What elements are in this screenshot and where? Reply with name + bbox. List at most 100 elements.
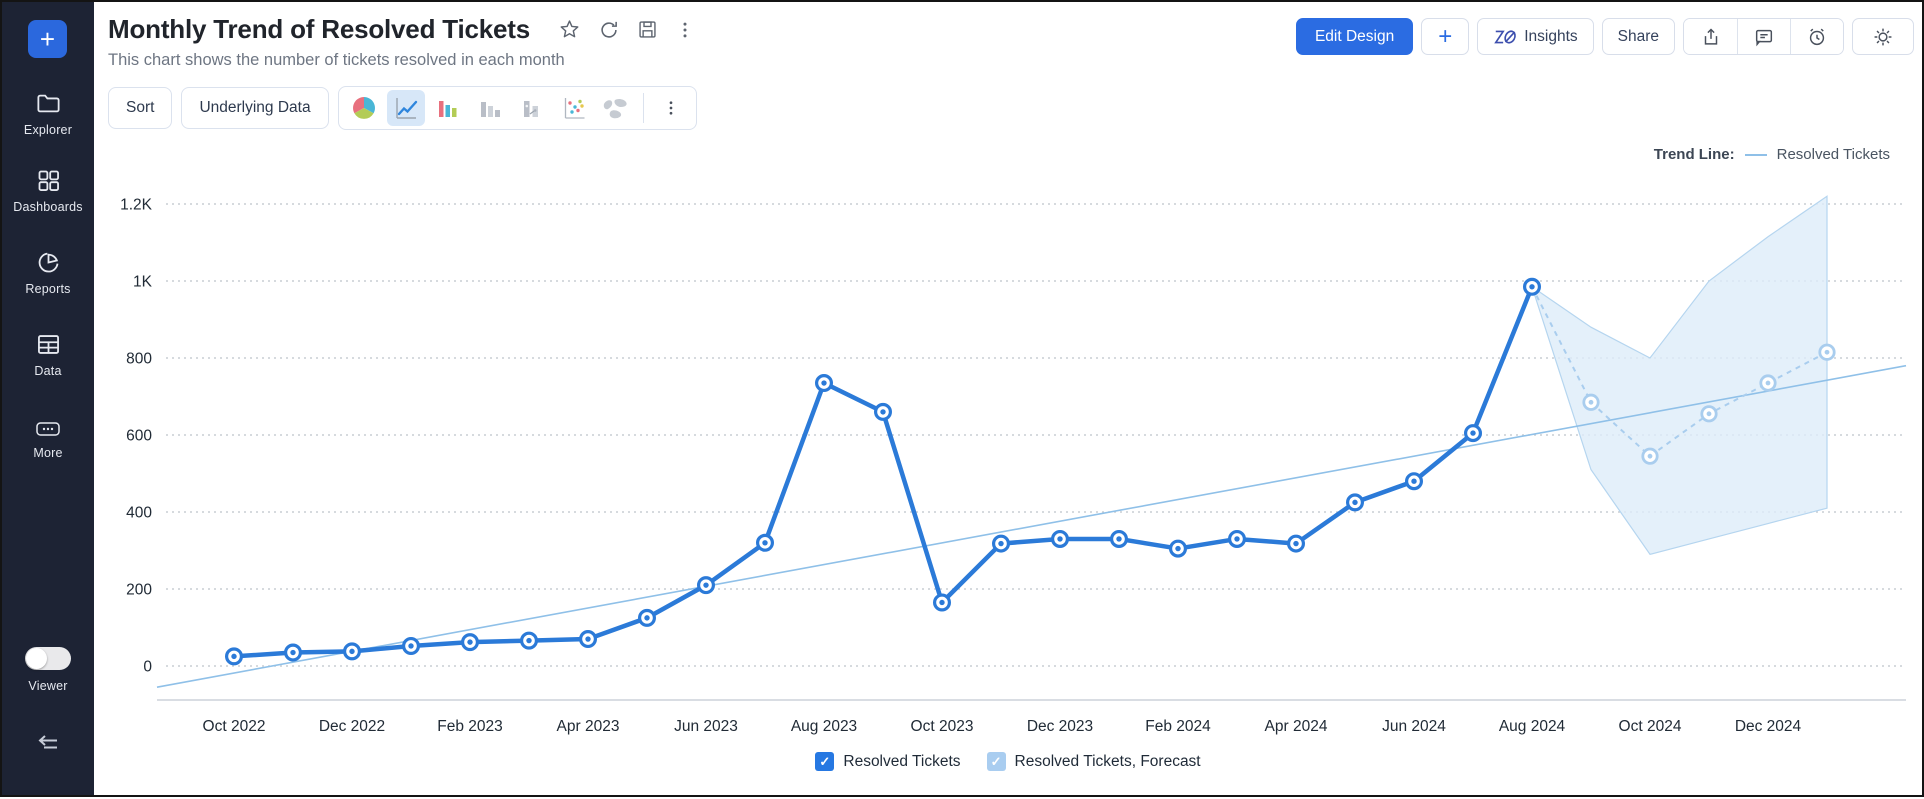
y-axis-tick-label: 400 — [126, 505, 152, 522]
x-axis-tick-label: Aug 2024 — [1499, 718, 1566, 735]
sidebar-item-explorer[interactable]: Explorer — [2, 90, 94, 137]
viewer-toggle[interactable] — [25, 647, 71, 670]
legend-checkbox-resolved-tickets-forecast[interactable]: ✓ — [986, 752, 1006, 771]
pie-icon — [38, 252, 58, 273]
bar-chart-gray-icon[interactable] — [471, 90, 509, 126]
x-axis-tick-label: Jun 2024 — [1382, 718, 1446, 735]
ellipsis-icon — [36, 422, 60, 436]
header-icon-group — [1683, 18, 1844, 55]
trend-line — [156, 364, 1907, 688]
legend-label: Resolved Tickets — [843, 752, 961, 770]
title-block: Monthly Trend of Resolved Tickets — [108, 14, 695, 70]
refresh-icon[interactable] — [598, 19, 620, 41]
sidebar-item-label: Dashboards — [13, 200, 83, 214]
trend-line-swatch — [1744, 153, 1767, 156]
main-series-line — [231, 284, 1535, 659]
legend-item-resolved-tickets-forecast: ✓ Resolved Tickets, Forecast — [986, 752, 1201, 771]
sidebar-item-label: Explorer — [23, 123, 73, 137]
column-chart-icon[interactable] — [429, 90, 467, 126]
edit-design-button[interactable]: Edit Design — [1295, 18, 1414, 55]
legend-label: Resolved Tickets, Forecast — [1014, 752, 1201, 770]
kebab-menu-icon[interactable] — [675, 20, 695, 40]
trend-chart-svg[interactable]: 0 200 400 600 800 1K 1.2K Oct 2022 Dec 2022 Feb 2… — [94, 139, 1924, 799]
header-actions: Edit Design + Insights Share — [1295, 18, 1914, 55]
sidebar-item-data[interactable]: Data — [2, 331, 94, 378]
underlying-data-button[interactable]: Underlying Data — [181, 87, 329, 129]
trend-line-label: Trend Line: — [1653, 146, 1735, 163]
alert-clock-icon — [1809, 28, 1825, 45]
sidebar-item-label: More — [33, 446, 63, 460]
sidebar-item-reports[interactable]: Reports — [2, 249, 94, 296]
chart-region: Trend Line: Resolved Tickets 0 200 400 600 8… — [94, 134, 1922, 795]
chart-legend: ✓ Resolved Tickets ✓ Resolved Tickets, F… — [94, 752, 1922, 771]
x-axis-tick-label: Apr 2024 — [1265, 718, 1328, 735]
save-icon[interactable] — [637, 19, 658, 40]
pie-chart-icon[interactable] — [345, 90, 383, 126]
x-axis-tick-label: Dec 2022 — [319, 718, 385, 735]
zia-icon — [1494, 29, 1517, 44]
more-chart-types-button[interactable] — [652, 90, 690, 126]
toolbar-divider — [642, 93, 644, 123]
y-axis-tick-label: 1.2K — [120, 197, 153, 214]
page-title: Monthly Trend of Resolved Tickets — [108, 14, 531, 44]
trend-line-series: Resolved Tickets — [1776, 146, 1890, 163]
chart-toolbar: Sort Underlying Data — [108, 86, 697, 130]
sort-button[interactable]: Sort — [108, 87, 173, 129]
line-chart-icon[interactable] — [386, 90, 425, 126]
viewer-label: Viewer — [28, 679, 68, 693]
y-axis-tick-label: 600 — [126, 428, 152, 445]
grid-icon — [38, 170, 59, 191]
main-series-markers[interactable] — [225, 277, 1541, 666]
viewer-mode-block: Viewer — [2, 647, 94, 693]
share-button[interactable]: Share — [1601, 18, 1675, 55]
toggle-knob — [26, 648, 47, 669]
sidebar-item-more[interactable]: More — [2, 418, 94, 460]
x-axis-tick-label: Oct 2023 — [911, 718, 974, 735]
insights-label: Insights — [1524, 27, 1578, 45]
x-axis-tick-labels: Oct 2022 Dec 2022 Feb 2023 Apr 2023 Jun 2023… — [203, 718, 1802, 735]
scatter-chart-icon[interactable] — [555, 90, 593, 126]
collapse-icon — [38, 735, 57, 749]
sidebar-item-label: Data — [34, 364, 62, 378]
add-button[interactable]: + — [1421, 18, 1470, 55]
x-axis-tick-label: Jun 2023 — [674, 718, 738, 735]
trend-line-legend: Trend Line: Resolved Tickets — [1654, 146, 1890, 163]
x-axis-tick-label: Oct 2022 — [203, 718, 266, 735]
export-button[interactable] — [1684, 19, 1737, 54]
x-axis-tick-label: Feb 2023 — [437, 718, 503, 735]
x-axis-tick-label: Feb 2024 — [1145, 718, 1211, 735]
y-axis-tick-label: 800 — [126, 351, 152, 368]
favorite-star-icon[interactable] — [558, 18, 581, 41]
chart-gridlines: 0 200 400 600 800 1K 1.2K — [120, 197, 1906, 676]
y-axis-tick-label: 0 — [143, 659, 152, 676]
table-icon — [37, 335, 59, 354]
comment-button[interactable] — [1737, 19, 1790, 54]
x-axis-tick-label: Aug 2023 — [791, 718, 857, 735]
main-content: Monthly Trend of Resolved Tickets — [94, 2, 1922, 795]
export-icon — [1704, 27, 1717, 45]
report-header: Monthly Trend of Resolved Tickets — [94, 2, 1922, 80]
settings-button[interactable] — [1852, 18, 1914, 55]
sidebar: + Explorer Dashboards Reports Data — [2, 2, 94, 795]
y-axis-tick-label: 1K — [133, 274, 153, 291]
map-chart-icon[interactable] — [597, 90, 635, 126]
gear-icon — [1874, 28, 1892, 45]
collapse-sidebar-button[interactable] — [2, 732, 94, 759]
chart-type-panel — [337, 86, 697, 130]
stacked-bar-icon[interactable] — [513, 90, 551, 126]
comment-icon — [1755, 29, 1773, 46]
y-axis-tick-label: 200 — [126, 582, 152, 599]
x-axis-tick-label: Oct 2024 — [1619, 718, 1682, 735]
x-axis-tick-label: Dec 2023 — [1027, 718, 1093, 735]
legend-checkbox-resolved-tickets[interactable]: ✓ — [815, 752, 835, 771]
forecast-confidence-band — [1530, 195, 1828, 556]
alert-button[interactable] — [1790, 19, 1843, 54]
folder-icon — [36, 94, 60, 113]
insights-button[interactable]: Insights — [1477, 18, 1594, 55]
x-axis-tick-label: Apr 2023 — [557, 718, 620, 735]
sidebar-item-label: Reports — [25, 282, 71, 296]
legend-item-resolved-tickets: ✓ Resolved Tickets — [815, 752, 961, 771]
sidebar-item-dashboards[interactable]: Dashboards — [2, 167, 94, 214]
create-new-button[interactable]: + — [28, 20, 67, 58]
